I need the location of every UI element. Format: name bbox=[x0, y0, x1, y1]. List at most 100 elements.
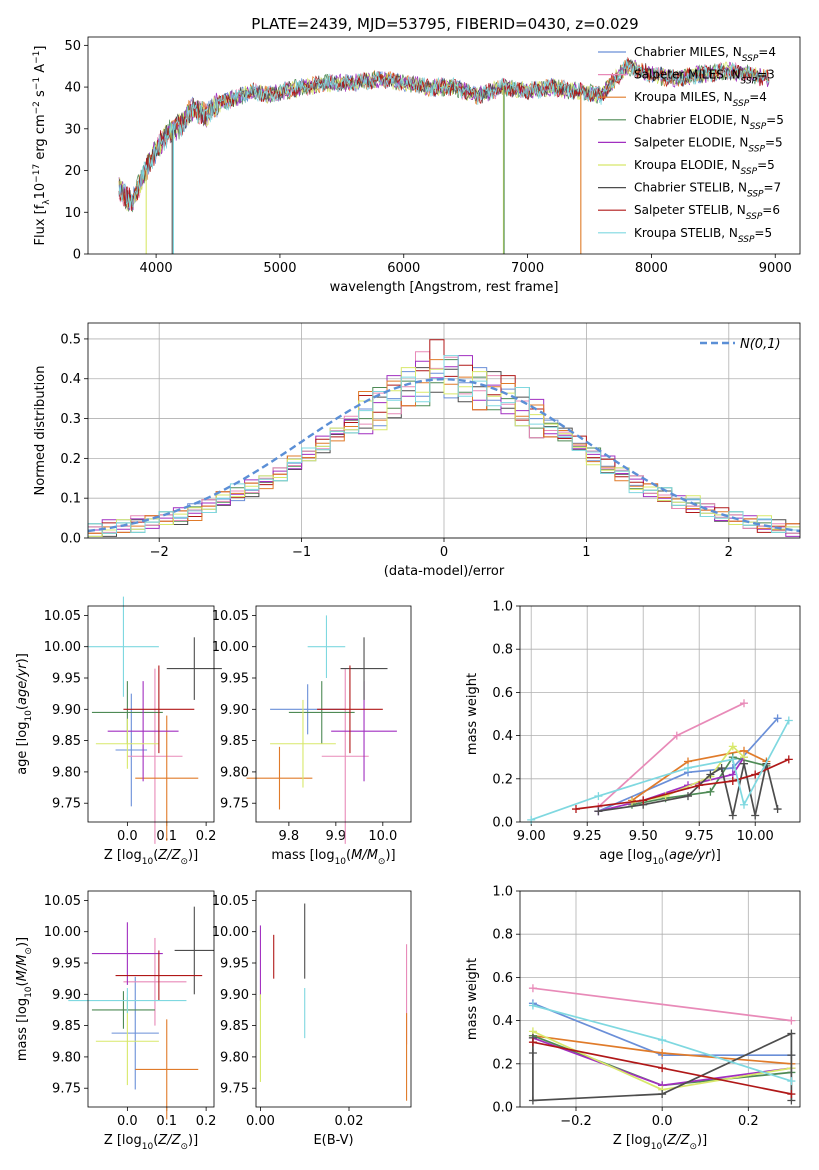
weight-marker-6 bbox=[751, 811, 760, 820]
weight-marker-6 bbox=[717, 764, 726, 772]
y-tick-label: 9.75 bbox=[220, 1082, 249, 1097]
tick-labels: 0.00 0.02 9.75 9.80 9.85 9.90 9.95 10.00 10.05 bbox=[212, 894, 364, 1129]
spectrum-line-8 bbox=[118, 58, 770, 209]
x-tick-label: 8000 bbox=[635, 261, 668, 276]
x-tick-label: 0.2 bbox=[196, 829, 217, 844]
x-tick-label: 9000 bbox=[759, 261, 792, 276]
x-tick-label: 0.1 bbox=[156, 1114, 177, 1129]
legend-label-1: Salpeter MILES, NSSP=3 bbox=[634, 68, 775, 87]
tick-labels: −2 −1 0 1 2 0.0 0.1 0.2 0.3 0.4 0.5 bbox=[60, 332, 733, 560]
y-tick-label: 9.95 bbox=[220, 672, 249, 687]
plot-area bbox=[88, 596, 222, 844]
plot-area bbox=[528, 984, 796, 1105]
y-tick-label: 0.4 bbox=[492, 729, 513, 744]
y-tick-label: 9.90 bbox=[52, 988, 81, 1003]
axes-frame bbox=[255, 605, 412, 823]
y-axis-label: mass weight bbox=[465, 673, 480, 755]
weight-marker-7 bbox=[787, 1090, 796, 1099]
weight-marker-2 bbox=[658, 1049, 667, 1057]
figure-title: PLATE=2439, MJD=53795, FIBERID=0430, z=0… bbox=[251, 15, 638, 33]
legend-label-2: Kroupa MILES, NSSP=4 bbox=[634, 90, 767, 109]
legend: Chabrier MILES, NSSP=4 Salpeter MILES, NS… bbox=[598, 45, 784, 245]
legend-label-8: Kroupa STELIB, NSSP=5 bbox=[634, 226, 772, 245]
axes-frame bbox=[87, 890, 215, 1108]
x-axis-label: wavelength [Angstrom, rest frame] bbox=[330, 280, 559, 295]
y-tick-label: 9.90 bbox=[220, 988, 249, 1003]
x-tick-label: 9.25 bbox=[573, 829, 602, 844]
weight-marker-6 bbox=[684, 792, 692, 801]
y-tick-label: 9.80 bbox=[52, 765, 81, 780]
weight-marker-7 bbox=[784, 755, 793, 764]
weight-marker-6 bbox=[528, 1096, 537, 1105]
legend-label-gaussian: N(0,1) bbox=[740, 337, 781, 352]
x-axis-label: mass [log10(M/M⊙)] bbox=[271, 848, 395, 867]
axes-frame bbox=[87, 605, 215, 823]
y-tick-label: 10.05 bbox=[44, 894, 81, 909]
panel-age-vs-Z: 0.0 0.1 0.29.759.809.859.909.9510.0010.05Z… bbox=[15, 596, 222, 867]
y-tick-label: 10.00 bbox=[212, 640, 249, 655]
tick-labels: −0.2 0.0 0.2 0.0 0.2 0.4 0.6 0.8 1.0 bbox=[492, 885, 758, 1130]
weight-marker-1 bbox=[740, 699, 748, 708]
y-tick-label: 9.80 bbox=[220, 1050, 249, 1065]
x-tick-label: 9.50 bbox=[629, 829, 658, 844]
y-tick-label: 10.00 bbox=[212, 925, 249, 940]
y-tick-label: 0.4 bbox=[60, 372, 81, 387]
x-axis-label: E(B-V) bbox=[313, 1133, 353, 1148]
x-tick-label: 9.00 bbox=[517, 829, 546, 844]
x-tick-label: −1 bbox=[292, 545, 311, 560]
y-axis-label: age [log10(age/yr)] bbox=[15, 653, 34, 775]
y-axis-label: mass weight bbox=[465, 958, 480, 1040]
weight-line-2 bbox=[631, 749, 767, 802]
plot-area bbox=[87, 339, 801, 538]
weight-marker-8 bbox=[784, 716, 793, 725]
x-tick-label: 0.0 bbox=[117, 829, 138, 844]
y-tick-label: 1.0 bbox=[492, 600, 513, 615]
axes-frame bbox=[255, 890, 412, 1108]
y-tick-label: 20 bbox=[64, 164, 81, 179]
weight-marker-7 bbox=[639, 796, 648, 805]
weight-marker-7 bbox=[728, 776, 737, 785]
x-tick-label: 0 bbox=[440, 545, 448, 560]
panel-mass-vs-Z: 0.0 0.1 0.2 9.75 9.80 9.85 9.90 9.95 10.00 10.05 Z… bbox=[15, 890, 216, 1152]
y-tick-label: 0.1 bbox=[60, 492, 81, 507]
y-tick-label: 0.6 bbox=[492, 971, 513, 986]
plot-area bbox=[118, 56, 770, 254]
axes-frame bbox=[519, 890, 801, 1108]
legend-label-6: Chabrier STELIB, NSSP=7 bbox=[634, 181, 781, 200]
legend-label-7: Salpeter STELIB, NSSP=6 bbox=[634, 203, 780, 222]
y-tick-label: 10.05 bbox=[44, 609, 81, 624]
x-axis-label: Z [log10(Z/Z⊙)] bbox=[613, 1133, 707, 1152]
x-tick-label: 10.00 bbox=[737, 829, 774, 844]
x-tick-label: 9.75 bbox=[685, 829, 714, 844]
y-tick-label: 0.8 bbox=[492, 928, 513, 943]
y-tick-label: 9.95 bbox=[52, 957, 81, 972]
weight-marker-6 bbox=[740, 759, 748, 768]
axes-frame bbox=[87, 36, 801, 255]
y-tick-label: 0.0 bbox=[60, 532, 81, 547]
plot-area bbox=[246, 615, 397, 844]
weight-marker-1 bbox=[672, 731, 681, 740]
x-tick-label: 0.2 bbox=[738, 1114, 759, 1129]
y-tick-label: 30 bbox=[64, 122, 81, 137]
weight-marker-8 bbox=[684, 764, 692, 772]
y-tick-label: 9.75 bbox=[52, 1082, 81, 1097]
axes-frame bbox=[519, 605, 801, 823]
y-tick-label: 0.5 bbox=[60, 332, 81, 347]
x-tick-label: 7000 bbox=[511, 261, 544, 276]
x-tick-label: −2 bbox=[150, 545, 169, 560]
weight-marker-7 bbox=[572, 805, 580, 814]
y-tick-label: 9.90 bbox=[52, 703, 81, 718]
x-tick-label: 0.0 bbox=[117, 1114, 138, 1129]
x-tick-label: 0.00 bbox=[246, 1114, 275, 1129]
x-axis-label: (data-model)/error bbox=[384, 564, 505, 579]
y-tick-label: 0.3 bbox=[60, 412, 81, 427]
y-tick-label: 10.05 bbox=[212, 894, 249, 909]
histogram-series-8 bbox=[87, 355, 800, 538]
y-tick-label: 40 bbox=[64, 81, 81, 96]
y-tick-label: 9.90 bbox=[220, 703, 249, 718]
weight-marker-8 bbox=[658, 1036, 667, 1045]
x-tick-label: 0.02 bbox=[335, 1114, 364, 1129]
tick-labels: 9.00 9.25 9.50 9.75 10.00 0.0 0.2 0.4 0.6 0.8 1.0 bbox=[492, 600, 773, 845]
x-tick-label: 4000 bbox=[140, 261, 173, 276]
